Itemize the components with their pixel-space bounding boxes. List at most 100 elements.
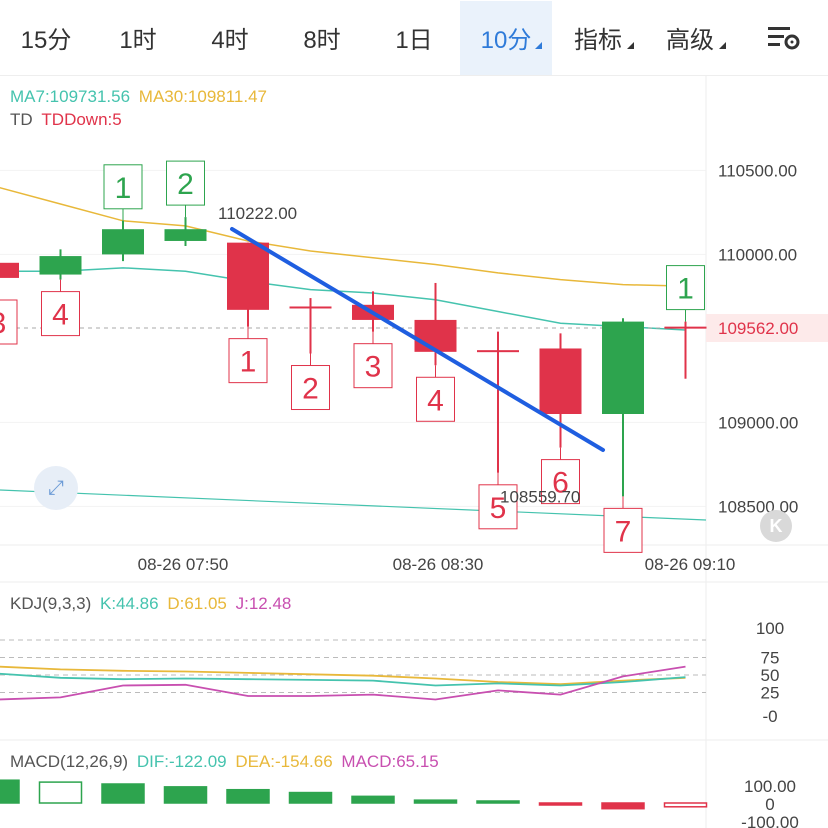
tab-1日[interactable]: 1日 [368, 1, 460, 75]
td-marker-number: 1 [240, 346, 257, 379]
price-tick: 110000.00 [718, 245, 797, 264]
ma30-line [0, 186, 686, 287]
tab-label: 8时 [303, 27, 341, 54]
td-marker-box [291, 365, 330, 411]
macd-bar [351, 795, 395, 804]
chart-settings-icon[interactable] [766, 24, 800, 52]
kdj-label: KDJ(9,3,3) [10, 594, 92, 613]
tab-4时[interactable]: 4时 [184, 1, 276, 75]
tab-指标[interactable]: 指标 [552, 1, 644, 75]
kdj-j-line [0, 665, 686, 701]
td-marker-number: 5 [490, 492, 507, 525]
td-marker-box [0, 299, 18, 345]
macd-dif: DIF:-122.09 [136, 752, 227, 771]
kdj-d-line [0, 665, 686, 686]
candle-body [102, 229, 144, 255]
td-marker-box [166, 160, 205, 206]
macd-bar [601, 802, 645, 810]
td-marker-number: 1 [677, 273, 694, 306]
macd-value: MACD:65.15 [341, 752, 439, 771]
td-marker-number: 4 [427, 384, 444, 417]
long-ma-line [0, 489, 707, 521]
kdj-k: K:44.86 [99, 594, 159, 613]
td-marker-number: 3 [0, 307, 6, 340]
candle-body [164, 229, 207, 241]
candle-body [477, 350, 519, 353]
td-marker-box [666, 265, 705, 311]
candle-body [227, 242, 269, 310]
kdj-tick: 50 [761, 666, 780, 685]
macd-bar [101, 783, 145, 804]
tab-15分[interactable]: 15分 [0, 1, 92, 75]
time-tick: 08-26 09:10 [645, 555, 736, 574]
td-marker-number: 3 [365, 351, 382, 384]
td-marker-number: 4 [52, 299, 69, 332]
candle-body [664, 326, 707, 329]
macd-bar [226, 788, 270, 804]
time-tick: 08-26 08:30 [393, 555, 484, 574]
drawn-trendline [230, 227, 605, 452]
kdj-tick: 25 [761, 684, 780, 703]
caret-down-icon [535, 41, 542, 49]
indicator-line-td: TD TDDown:5 [10, 110, 122, 130]
candle-body [414, 319, 457, 352]
td-marker-number: 7 [615, 515, 632, 548]
tab-label: 15分 [20, 27, 72, 54]
macd-bar [38, 781, 83, 804]
price-chart[interactable]: 110500.00110000.00109000.00108500.001095… [0, 76, 828, 828]
expand-icon[interactable]: ⤢ [34, 466, 78, 510]
ma7-value: MA7:109731.56 [10, 87, 131, 106]
macd-bar [163, 786, 208, 804]
ma30-value: MA30:109811.47 [138, 87, 268, 106]
macd-bar [413, 799, 458, 804]
kdj-tick: 100 [756, 619, 784, 638]
kdj-d: D:61.05 [167, 594, 227, 613]
price-tick: 109000.00 [718, 413, 798, 432]
macd-legend: MACD(12,26,9) DIF:-122.09 DEA:-154.66 MA… [10, 752, 439, 772]
ma7-line [0, 267, 686, 331]
tab-label: 1日 [395, 27, 433, 54]
caret-down-icon [719, 41, 726, 49]
scroll-to-latest-button[interactable]: K [760, 510, 792, 542]
candle-body [39, 256, 82, 275]
high-price-label: 110222.00 [218, 204, 297, 223]
td-marker-box [353, 343, 393, 389]
macd-dea: DEA:-154.66 [235, 752, 333, 771]
time-tick: 08-26 07:50 [138, 555, 229, 574]
td-marker-number: 2 [302, 373, 319, 406]
td-marker-number: 2 [177, 168, 194, 201]
td-value: TDDown:5 [41, 110, 122, 129]
kdj-tick: -0 [762, 707, 777, 726]
caret-down-icon [627, 41, 634, 49]
td-marker-number: 6 [552, 467, 569, 500]
macd-bar [288, 791, 333, 804]
macd-tick: 100.00 [744, 777, 796, 796]
candle-body [539, 348, 582, 414]
kdj-tick: 75 [761, 649, 780, 668]
kdj-legend: KDJ(9,3,3) K:44.86 D:61.05 J:12.48 [10, 594, 291, 614]
tab-label: 指标 [574, 27, 622, 54]
macd-bar [663, 802, 708, 808]
td-marker-number: 1 [115, 172, 132, 205]
timeframe-tabs: 15分 1时 4时 8时 1日 10分 指标 高级 [0, 0, 828, 76]
tab-label: 1时 [119, 27, 157, 54]
tab-高级[interactable]: 高级 [644, 1, 736, 75]
macd-tick: 0 [765, 795, 774, 814]
kdj-j: J:12.48 [235, 594, 292, 613]
macd-bar [0, 779, 20, 804]
tab-10分[interactable]: 10分 [460, 0, 552, 75]
tab-label: 4时 [211, 27, 249, 54]
price-tick: 110500.00 [718, 161, 797, 180]
indicator-line-ma: MA7:109731.56 MA30:109811.47 [10, 87, 267, 107]
tab-8时[interactable]: 8时 [276, 1, 368, 75]
tab-1时[interactable]: 1时 [92, 1, 184, 75]
td-marker-box [41, 291, 80, 337]
macd-bar [538, 802, 583, 806]
kdj-k-line [0, 672, 686, 687]
low-price-label: 108559.70 [500, 487, 580, 506]
candle-body [0, 262, 19, 278]
td-marker-box [416, 376, 455, 422]
td-marker-box [541, 459, 580, 505]
candle-body [602, 321, 644, 414]
macd-bar [476, 800, 520, 804]
